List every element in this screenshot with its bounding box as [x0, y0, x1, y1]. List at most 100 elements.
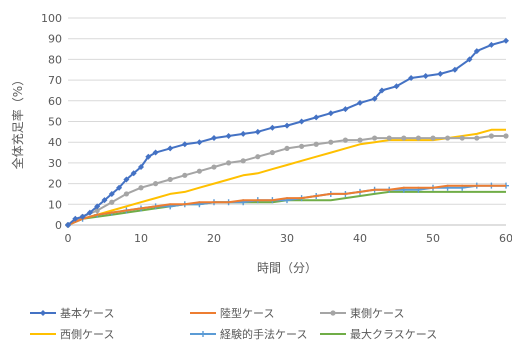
- data-point: [445, 135, 451, 141]
- data-point: [255, 154, 261, 160]
- data-point: [357, 137, 363, 143]
- data-point: [473, 48, 480, 55]
- legend-label: 経験的手法ケース: [220, 327, 307, 341]
- y-tick-label: 70: [48, 74, 62, 87]
- data-point: [371, 95, 378, 102]
- x-tick-label: 30: [280, 232, 294, 245]
- data-point: [401, 135, 407, 141]
- y-tick-label: 60: [48, 95, 62, 108]
- x-tick-label: 10: [134, 232, 148, 245]
- x-tick-label: 40: [353, 232, 367, 245]
- data-point: [226, 160, 232, 166]
- data-point: [342, 106, 349, 113]
- data-point: [138, 185, 144, 191]
- y-tick-label: 30: [48, 157, 62, 170]
- y-axis-title: 全体充足率（%）: [10, 74, 25, 169]
- series-lines: [65, 37, 509, 228]
- data-point: [437, 70, 444, 77]
- legend-entry: 東側ケース: [320, 307, 404, 320]
- data-point: [503, 37, 509, 44]
- data-point: [152, 149, 159, 156]
- data-point: [101, 197, 108, 204]
- y-tick-label: 90: [48, 33, 62, 46]
- data-point: [342, 137, 348, 143]
- data-point: [86, 209, 93, 216]
- data-point: [284, 122, 290, 129]
- data-point: [378, 87, 385, 94]
- y-tick-label: 10: [48, 198, 62, 211]
- series-line: [67, 184, 506, 226]
- legend-label: 基本ケース: [60, 306, 114, 320]
- data-point: [254, 128, 261, 135]
- data-point: [327, 110, 334, 117]
- y-tick-label: 50: [48, 116, 62, 129]
- legend-label: 陸型ケース: [220, 306, 274, 320]
- legend-entry: 最大クラスケース: [320, 327, 437, 341]
- data-point: [167, 176, 173, 183]
- data-point: [269, 149, 275, 156]
- data-point: [167, 145, 174, 152]
- legend-entry: 基本ケース: [30, 306, 114, 320]
- data-point: [415, 135, 421, 141]
- data-point: [153, 181, 159, 187]
- data-point: [123, 191, 129, 197]
- legend-marker: [330, 310, 336, 316]
- data-point: [196, 139, 203, 146]
- legend-entry: 陸型ケース: [190, 306, 274, 320]
- legend-label: 西側ケース: [60, 328, 114, 341]
- series-1: [65, 37, 509, 228]
- y-tick-label: 0: [55, 219, 62, 232]
- data-point: [488, 133, 494, 139]
- data-point: [130, 170, 137, 177]
- y-tick-label: 80: [48, 53, 62, 66]
- data-point: [299, 143, 305, 149]
- data-point: [284, 145, 290, 152]
- data-point: [109, 199, 115, 205]
- data-point: [181, 141, 188, 148]
- data-point: [182, 172, 188, 178]
- data-point: [225, 132, 232, 139]
- x-axis-title: 時間（分）: [257, 261, 317, 275]
- data-point: [240, 158, 246, 164]
- y-tick-label: 100: [41, 12, 62, 25]
- legend-marker: [200, 331, 206, 337]
- data-point: [94, 207, 100, 214]
- data-point: [488, 41, 495, 48]
- legend-entry: 経験的手法ケース: [190, 327, 307, 341]
- data-point: [211, 164, 217, 170]
- data-point: [123, 176, 130, 183]
- legend-label: 最大クラスケース: [350, 327, 437, 341]
- x-tick-label: 50: [426, 232, 440, 245]
- x-tick-label: 60: [499, 232, 512, 245]
- series-3: [65, 133, 509, 228]
- data-point: [65, 222, 71, 228]
- data-point: [138, 164, 144, 171]
- data-point: [108, 190, 115, 197]
- x-tick-label: 20: [207, 232, 221, 245]
- series-2: [67, 184, 506, 226]
- y-tick-label: 40: [48, 136, 62, 149]
- data-point: [313, 114, 320, 121]
- data-point: [451, 66, 458, 73]
- data-point: [372, 135, 378, 141]
- legend-entry: 西側ケース: [30, 328, 114, 341]
- data-point: [145, 153, 152, 160]
- data-point: [269, 124, 276, 131]
- data-point: [386, 135, 392, 141]
- data-point: [79, 213, 86, 220]
- data-point: [94, 203, 101, 210]
- legend-marker: [40, 310, 46, 316]
- data-point: [503, 133, 509, 139]
- data-point: [466, 56, 473, 63]
- data-point: [240, 130, 247, 137]
- x-tick-label: 0: [65, 232, 72, 245]
- legend-label: 東側ケース: [350, 307, 404, 320]
- data-point: [211, 135, 217, 142]
- data-point: [459, 135, 465, 141]
- data-point: [116, 184, 123, 191]
- data-point: [313, 141, 319, 147]
- data-point: [357, 99, 363, 106]
